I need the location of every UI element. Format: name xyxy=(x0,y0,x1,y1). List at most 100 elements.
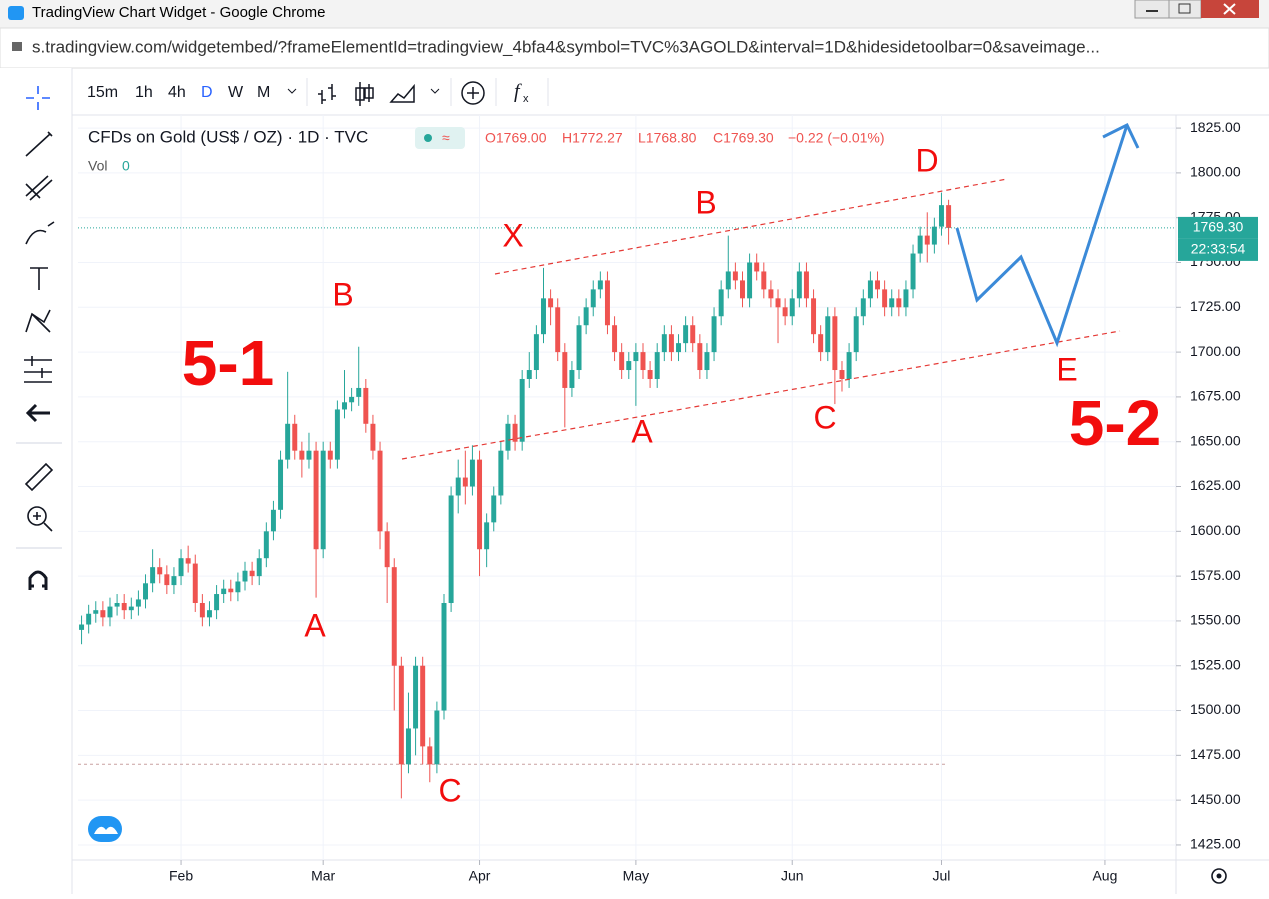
interval-button[interactable]: D xyxy=(201,84,213,101)
candle-body xyxy=(640,352,646,371)
settings-icon xyxy=(1216,873,1222,879)
candle-body xyxy=(135,599,141,607)
candle-body xyxy=(171,576,177,586)
area-style-button[interactable] xyxy=(389,83,415,103)
compare-icon xyxy=(467,87,479,99)
compare-button[interactable] xyxy=(461,81,485,105)
projection-arrowhead xyxy=(1102,122,1140,149)
trend-line-tool[interactable] xyxy=(25,131,53,157)
prediction-tool[interactable] xyxy=(24,356,52,383)
candle-body xyxy=(370,423,376,451)
wave-label: C xyxy=(813,399,836,435)
candle-body xyxy=(313,450,319,550)
y-tick-label: 1525.00 xyxy=(1190,656,1241,672)
zoom-tool[interactable] xyxy=(27,506,47,526)
candle-body xyxy=(420,665,426,747)
maximize-button[interactable] xyxy=(1168,0,1202,19)
candle-body xyxy=(221,588,227,595)
crosshair-tool[interactable] xyxy=(26,86,50,110)
candle-body xyxy=(114,603,120,607)
candle-body xyxy=(931,226,937,245)
logo-icon xyxy=(94,826,118,834)
candle-body xyxy=(732,271,738,281)
candle-body xyxy=(846,352,852,379)
y-tick-label: 1450.00 xyxy=(1190,791,1241,807)
candle-body xyxy=(832,316,838,371)
candle-body xyxy=(100,610,106,618)
candle-body xyxy=(469,459,475,487)
candle-body xyxy=(214,594,220,611)
fib-tool[interactable] xyxy=(25,175,53,201)
wave-label: E xyxy=(1056,351,1077,387)
candle-body xyxy=(270,509,276,532)
candle-body xyxy=(128,606,134,611)
candle-body xyxy=(711,316,717,353)
candle-body xyxy=(690,325,696,344)
candle-body xyxy=(164,574,170,586)
y-tick-label: 1650.00 xyxy=(1190,432,1241,448)
interval-button[interactable]: 4h xyxy=(168,84,186,101)
candles-style-button[interactable] xyxy=(355,82,374,106)
candle-body xyxy=(462,477,468,487)
ohlc-value: O1769.00 xyxy=(485,130,547,146)
candle-body xyxy=(285,423,291,460)
ohlc-value: H1772.27 xyxy=(562,130,623,146)
candle-body xyxy=(477,459,483,550)
text-tool[interactable] xyxy=(30,267,48,290)
candle-body xyxy=(256,558,262,577)
candle-body xyxy=(405,728,411,765)
style-dropdown[interactable] xyxy=(430,88,440,94)
back-tool[interactable] xyxy=(25,403,50,423)
interval-button[interactable]: 1h xyxy=(135,84,153,101)
interval-button[interactable]: 15m xyxy=(87,84,118,101)
indicators-button[interactable]: f xyxy=(514,81,522,103)
candle-body xyxy=(661,334,667,353)
interval-dropdown[interactable] xyxy=(287,88,297,94)
candle-body xyxy=(320,450,326,550)
candle-body xyxy=(398,665,404,765)
candle-body xyxy=(626,361,632,371)
projection-path xyxy=(955,124,1129,348)
candle-body xyxy=(825,316,831,353)
candle-body xyxy=(633,352,639,362)
interval-button[interactable]: W xyxy=(228,84,244,101)
x-tick-label: Apr xyxy=(469,868,491,884)
countdown-label: 22:33:54 xyxy=(1191,241,1246,257)
address-bar[interactable] xyxy=(0,27,1269,69)
window-controls[interactable] xyxy=(1134,0,1259,19)
brush-tool[interactable] xyxy=(25,221,55,245)
candle-body xyxy=(86,613,92,625)
wave-label: D xyxy=(915,142,938,178)
candle-body xyxy=(910,253,916,290)
candle-body xyxy=(278,459,284,510)
candle-body xyxy=(526,370,532,379)
y-tick-label: 1550.00 xyxy=(1190,612,1241,628)
candle-body xyxy=(263,531,269,559)
candle-body xyxy=(363,387,369,424)
magnet-tool[interactable] xyxy=(28,570,48,590)
candle-body xyxy=(448,495,454,604)
drawing-toolbar xyxy=(0,68,72,894)
minimize-button[interactable] xyxy=(1134,0,1170,19)
settings-button[interactable] xyxy=(1211,868,1227,884)
candle-body xyxy=(576,325,582,371)
candle-body xyxy=(519,378,525,442)
candle-body xyxy=(782,307,788,317)
measure-tool[interactable] xyxy=(24,462,54,492)
wave-label: B xyxy=(695,184,716,220)
x-tick-label: Feb xyxy=(169,868,193,884)
market-open-dot xyxy=(424,134,432,142)
bars-style-button[interactable] xyxy=(318,84,336,104)
x-tick-label: Mar xyxy=(311,868,335,884)
candle-body xyxy=(597,280,603,290)
wave-label: X xyxy=(502,217,523,253)
drawing-tools[interactable] xyxy=(16,86,62,590)
url[interactable]: s.tradingview.com/widgetembed/?frameElem… xyxy=(32,37,1100,56)
candle-body xyxy=(796,271,802,299)
wave-labels: 5-1 B A C X B A C D E5-2 xyxy=(182,142,1162,808)
interval-button[interactable]: M xyxy=(257,84,270,101)
candle-body xyxy=(555,307,561,353)
candle-body xyxy=(157,567,163,575)
candle-body xyxy=(562,352,568,388)
pattern-tool[interactable] xyxy=(25,309,51,333)
